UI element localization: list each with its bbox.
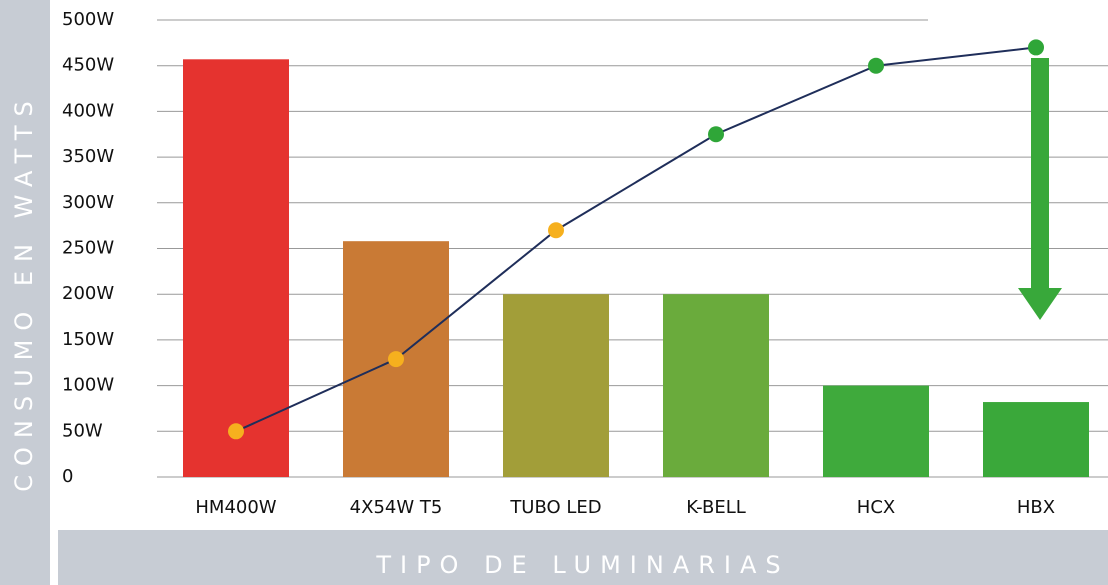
bar	[823, 385, 929, 477]
x-tick-label: HBX	[1017, 497, 1055, 518]
y-tick-label: 300W	[62, 192, 114, 213]
y-axis-title: CONSUMO EN WATTS	[10, 92, 38, 491]
y-tick-label: 250W	[62, 238, 114, 259]
bar	[183, 59, 289, 477]
y-tick-label: 400W	[62, 100, 114, 121]
x-tick-label: HCX	[857, 497, 895, 518]
y-tick-label: 500W	[62, 9, 114, 30]
x-tick-label: 4X54W T5	[350, 497, 443, 518]
y-tick-label: 450W	[62, 55, 114, 76]
y-tick-label: 200W	[62, 283, 114, 304]
bar	[663, 294, 769, 477]
y-tick-label: 0	[62, 466, 73, 487]
x-axis-band	[58, 530, 1108, 585]
y-tick-label: 50W	[62, 420, 103, 441]
x-tick-label: HM400W	[195, 497, 276, 518]
x-tick-label: K-BELL	[686, 497, 746, 518]
trend-point	[228, 423, 244, 440]
y-tick-label: 150W	[62, 329, 114, 350]
y-tick-label: 100W	[62, 375, 114, 396]
trend-point	[868, 57, 884, 74]
trend-point	[388, 351, 404, 368]
trend-point	[1028, 39, 1044, 56]
trend-point	[548, 222, 564, 239]
y-tick-label: 350W	[62, 146, 114, 167]
trend-point	[708, 126, 724, 143]
trend-line	[235, 46, 1037, 433]
y-axis-band	[0, 0, 50, 585]
x-tick-label: TUBO LED	[509, 497, 601, 518]
bar	[983, 402, 1089, 477]
x-axis-title: TIPO DE LUMINARIAS	[375, 551, 789, 579]
arrow	[1018, 58, 1062, 320]
bar	[503, 294, 609, 477]
